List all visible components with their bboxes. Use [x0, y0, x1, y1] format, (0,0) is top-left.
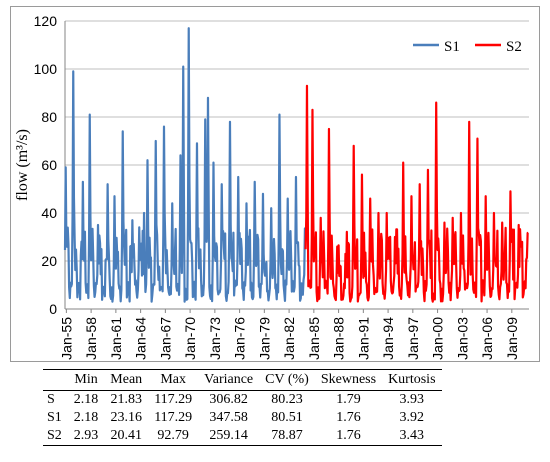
row-label: S	[47, 392, 55, 407]
y-tick-label: 80	[41, 109, 57, 125]
table-cell: 3.93	[399, 392, 425, 407]
table-header-cell: Max	[148, 369, 199, 391]
legend-label-s2: S2	[506, 39, 522, 55]
table-cell: 2.18	[73, 410, 99, 425]
x-tick-label: Jan-55	[58, 317, 74, 360]
x-tick-label: Jan-61	[108, 317, 124, 360]
x-tick-label: Jan-94	[380, 317, 396, 360]
y-tick-label: 40	[41, 205, 57, 221]
table-cell: 20.41	[104, 427, 149, 446]
x-tick-label: Jan-76	[232, 317, 248, 360]
table-cell: 1.76	[336, 410, 361, 425]
table-cell: 3.92	[399, 410, 425, 425]
statistics-table: Min Mean Max Variance CV (%) Skewness Kurtosis…	[43, 369, 442, 446]
flow-chart: 0 20 40 60 80 100 120 Jan-55 Jan-58 Jan-61 Jan-64 J…	[14, 13, 529, 360]
table-cell: 80.51	[271, 410, 303, 425]
y-tick-label: 100	[34, 61, 58, 77]
x-tick-label: Jan-82	[281, 317, 297, 360]
x-tick-label: Jan-64	[133, 317, 149, 360]
table-cell: 306.82	[209, 392, 248, 407]
table-cell: 23.16	[110, 410, 142, 425]
table-cell: 1.79	[336, 392, 361, 407]
table-cell: 21.83	[110, 392, 142, 407]
series-line-s2	[304, 84, 529, 303]
x-tick-label: Jan-85	[306, 317, 322, 360]
table-cell: 80.23	[271, 392, 303, 407]
table-header-cell: Mean	[104, 369, 149, 391]
series-line-s1	[63, 27, 307, 303]
table-header-cell: CV (%)	[259, 369, 315, 391]
table-cell: 3.43	[382, 427, 442, 446]
y-tick-label: 120	[34, 13, 58, 29]
x-tick-label: Jan-73	[207, 317, 223, 360]
legend-label-s1: S1	[444, 39, 460, 55]
statistics-header-row: Min Mean Max Variance CV (%) Skewness Kurtosis	[43, 369, 442, 391]
y-tick-label: 0	[49, 301, 57, 317]
x-tick-label: Jan-97	[405, 317, 421, 360]
x-tick-label: Jan-58	[83, 317, 99, 360]
table-cell: 2.93	[67, 427, 105, 446]
table-row: S2 2.93 20.41 92.79 259.14 78.87 1.76 3.43	[43, 427, 442, 446]
table-cell: 117.29	[154, 410, 193, 425]
y-tick-label: 60	[41, 157, 57, 173]
x-tick-label: Jan-06	[479, 317, 495, 360]
table-cell: 347.58	[209, 410, 248, 425]
table-cell: 117.29	[154, 392, 193, 407]
x-tick-label: Jan-67	[157, 317, 173, 360]
row-label: S1	[47, 410, 62, 425]
x-tick-label: Jan-00	[430, 317, 446, 360]
y-axis-label: flow (m³/s)	[14, 129, 31, 201]
table-cell: 1.76	[314, 427, 383, 446]
x-tick-label: Jan-91	[355, 317, 371, 360]
table-row: S1 2.18 23.16 117.29 347.58 80.51 1.76 3.92	[43, 409, 442, 427]
table-row: S 2.18 21.83 117.29 306.82 80.23 1.79 3.93	[43, 391, 442, 410]
x-tick-label: Jan-03	[454, 317, 470, 360]
x-tick-label: Jan-79	[256, 317, 272, 360]
table-header-cell: Min	[67, 369, 105, 391]
table-cell: 78.87	[259, 427, 315, 446]
table-cell: 259.14	[198, 427, 260, 446]
row-label: S2	[43, 427, 68, 446]
chart-frame: 0 20 40 60 80 100 120 Jan-55 Jan-58 Jan-61 Jan-64 J…	[10, 6, 540, 362]
x-tick-label: Jan-09	[504, 317, 520, 360]
table-header-cell: Variance	[198, 369, 260, 391]
x-tick-label: Jan-88	[331, 317, 347, 360]
y-tick-label: 20	[41, 253, 57, 269]
table-header-cell: Kurtosis	[382, 369, 442, 391]
table-cell: 2.18	[73, 392, 99, 407]
table-cell: 92.79	[148, 427, 199, 446]
table-header-cell: Skewness	[314, 369, 383, 391]
table-header-cell	[43, 369, 68, 391]
x-tick-label: Jan-70	[182, 317, 198, 360]
